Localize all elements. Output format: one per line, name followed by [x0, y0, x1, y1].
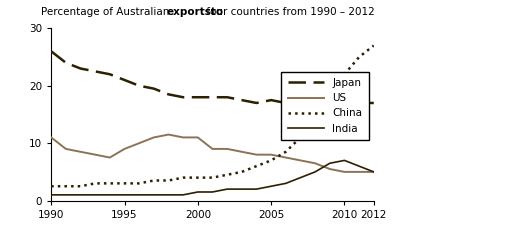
Text: exportsto: exportsto [166, 7, 224, 17]
Text: four countries from 1990 – 2012: four countries from 1990 – 2012 [203, 7, 375, 17]
Legend: Japan, US, China, India: Japan, US, China, India [281, 72, 369, 140]
Text: Percentage of Australian: Percentage of Australian [41, 7, 173, 17]
